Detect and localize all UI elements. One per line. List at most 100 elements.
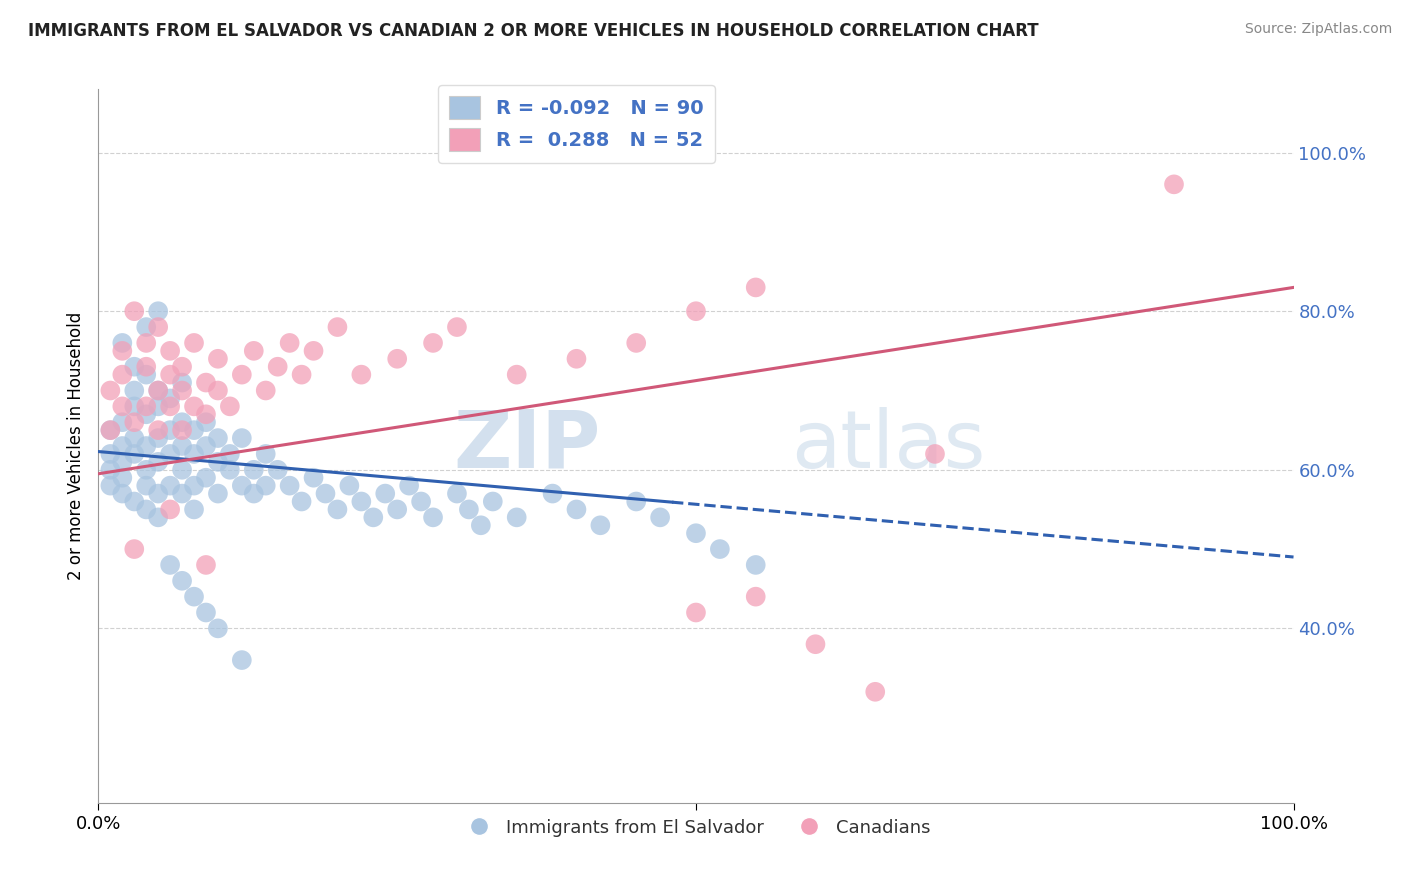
Point: [183, 447, 205, 461]
Point: [1163, 178, 1185, 192]
Point: [243, 486, 266, 500]
Point: [195, 439, 218, 453]
Point: [172, 415, 194, 429]
Point: [159, 558, 181, 572]
Point: [267, 359, 290, 374]
Point: [183, 335, 205, 350]
Point: [98, 478, 122, 492]
Point: [315, 486, 337, 500]
Point: [231, 431, 253, 445]
Point: [385, 351, 409, 366]
Legend: Immigrants from El Salvador, Canadians: Immigrants from El Salvador, Canadians: [454, 812, 938, 844]
Point: [745, 280, 768, 294]
Point: [207, 486, 229, 500]
Point: [195, 415, 218, 429]
Point: [98, 447, 122, 461]
Point: [111, 455, 134, 469]
Point: [124, 359, 146, 374]
Point: [219, 463, 242, 477]
Point: [458, 502, 481, 516]
Point: [124, 542, 146, 557]
Point: [398, 478, 420, 492]
Point: [124, 304, 146, 318]
Point: [626, 494, 648, 508]
Point: [267, 463, 290, 477]
Point: [98, 384, 122, 398]
Point: [124, 384, 146, 398]
Point: [195, 606, 218, 620]
Point: [183, 502, 205, 516]
Point: [159, 392, 181, 406]
Point: [231, 478, 253, 492]
Point: [98, 423, 122, 437]
Point: [159, 343, 181, 358]
Point: [363, 510, 385, 524]
Point: [685, 304, 707, 318]
Point: [172, 463, 194, 477]
Point: [148, 304, 170, 318]
Text: atlas: atlas: [792, 407, 986, 485]
Point: [207, 351, 229, 366]
Point: [685, 526, 707, 541]
Point: [231, 653, 253, 667]
Point: [111, 343, 134, 358]
Point: [135, 502, 157, 516]
Point: [172, 486, 194, 500]
Point: [135, 407, 157, 421]
Text: ZIP: ZIP: [453, 407, 600, 485]
Point: [207, 621, 229, 635]
Point: [506, 510, 529, 524]
Point: [111, 486, 134, 500]
Point: [172, 359, 194, 374]
Point: [159, 447, 181, 461]
Point: [172, 423, 194, 437]
Point: [326, 502, 349, 516]
Point: [195, 407, 218, 421]
Point: [350, 368, 373, 382]
Point: [302, 343, 325, 358]
Point: [135, 368, 157, 382]
Point: [207, 384, 229, 398]
Point: [148, 400, 170, 414]
Point: [565, 502, 588, 516]
Point: [291, 368, 314, 382]
Point: [422, 335, 444, 350]
Point: [124, 447, 146, 461]
Point: [98, 463, 122, 477]
Point: [195, 471, 218, 485]
Point: [865, 685, 887, 699]
Point: [626, 335, 648, 350]
Y-axis label: 2 or more Vehicles in Household: 2 or more Vehicles in Household: [66, 312, 84, 580]
Point: [541, 486, 564, 500]
Point: [135, 478, 157, 492]
Point: [446, 486, 468, 500]
Point: [565, 351, 588, 366]
Point: [159, 400, 181, 414]
Point: [183, 400, 205, 414]
Text: Source: ZipAtlas.com: Source: ZipAtlas.com: [1244, 22, 1392, 37]
Point: [278, 478, 301, 492]
Point: [148, 431, 170, 445]
Point: [159, 368, 181, 382]
Point: [148, 486, 170, 500]
Point: [111, 368, 134, 382]
Point: [648, 510, 672, 524]
Point: [385, 502, 409, 516]
Point: [924, 447, 946, 461]
Point: [148, 384, 170, 398]
Point: [148, 423, 170, 437]
Point: [195, 558, 218, 572]
Point: [159, 478, 181, 492]
Point: [148, 455, 170, 469]
Point: [506, 368, 529, 382]
Point: [159, 423, 181, 437]
Point: [302, 471, 325, 485]
Point: [124, 415, 146, 429]
Point: [98, 423, 122, 437]
Point: [111, 415, 134, 429]
Point: [243, 343, 266, 358]
Point: [350, 494, 373, 508]
Point: [446, 320, 468, 334]
Point: [339, 478, 361, 492]
Point: [135, 335, 157, 350]
